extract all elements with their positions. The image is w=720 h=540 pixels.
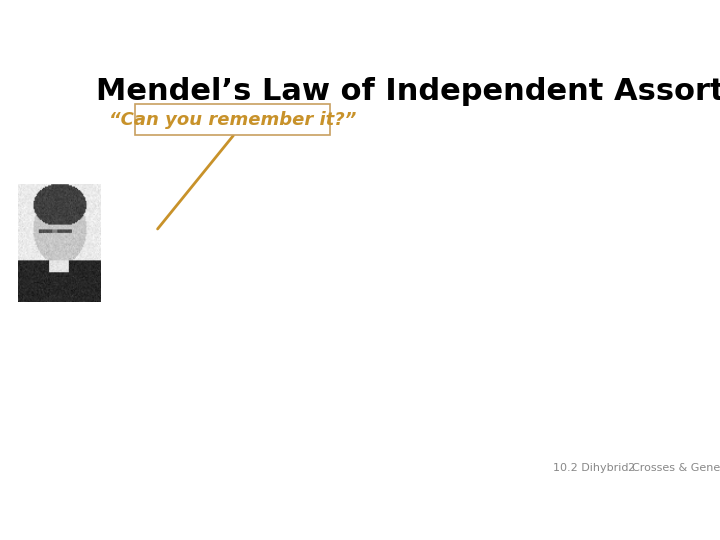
FancyBboxPatch shape [135, 104, 330, 136]
Text: Mendel’s Law of Independent Assortment: Mendel’s Law of Independent Assortment [96, 77, 720, 106]
Text: 10.2 Dihybrid Crosses & Gene Linkage: 10.2 Dihybrid Crosses & Gene Linkage [553, 463, 720, 473]
Text: “Can you remember it?”: “Can you remember it?” [109, 111, 356, 129]
Text: 2: 2 [627, 463, 634, 473]
